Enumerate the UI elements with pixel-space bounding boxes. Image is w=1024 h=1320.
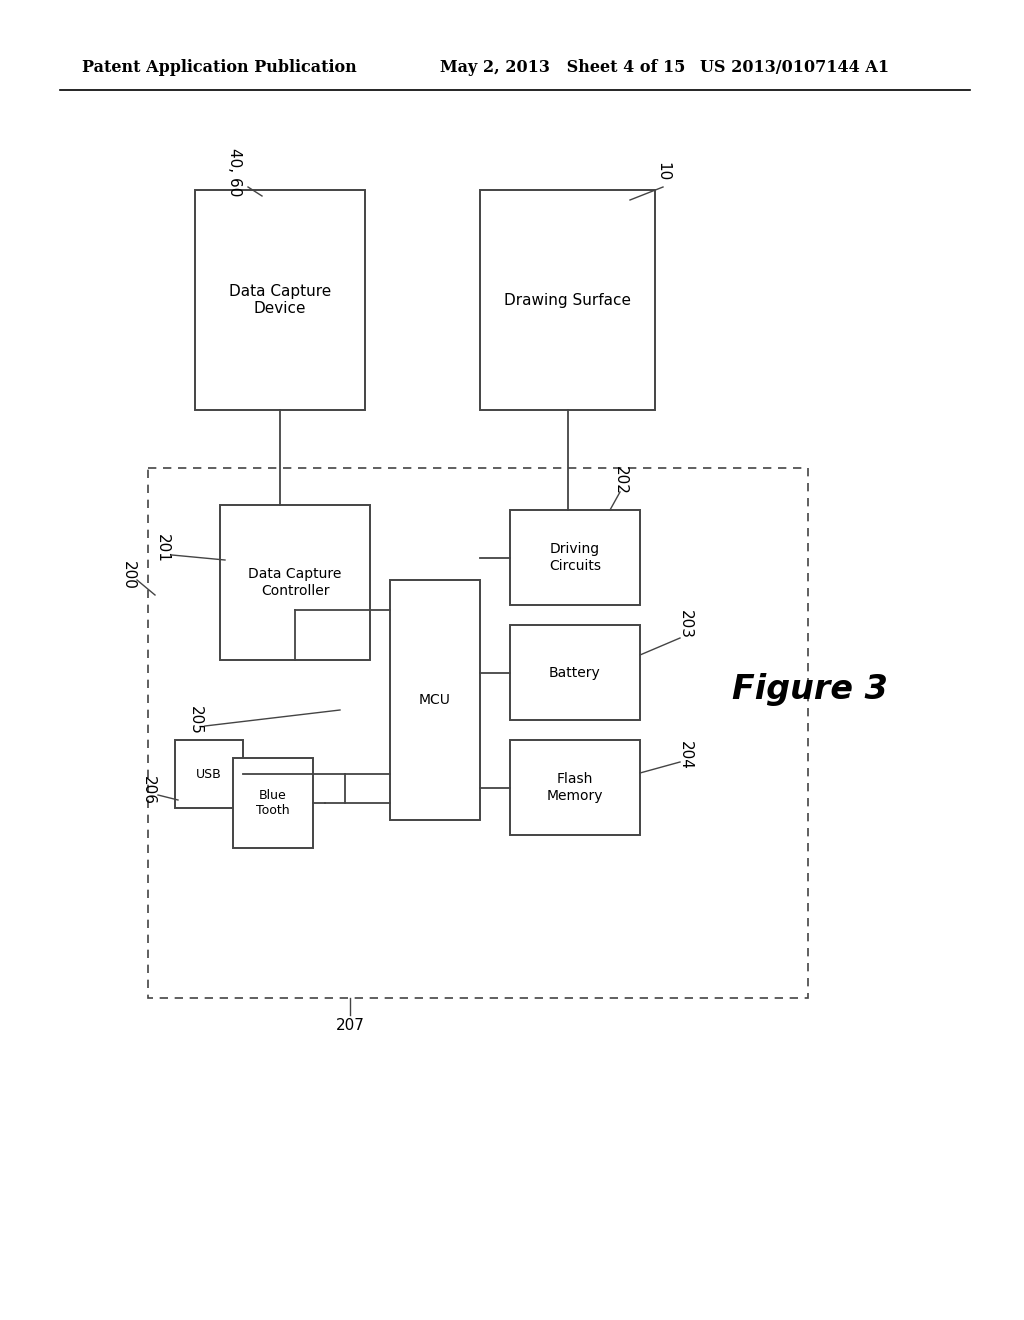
Text: 202: 202: [612, 466, 628, 495]
Bar: [510, 510, 640, 605]
Bar: [510, 741, 640, 836]
Text: US 2013/0107144 A1: US 2013/0107144 A1: [700, 59, 889, 77]
Bar: [220, 506, 370, 660]
Text: Driving
Circuits: Driving Circuits: [549, 543, 601, 573]
Text: 207: 207: [336, 1018, 365, 1032]
Bar: [510, 624, 640, 719]
Text: Data Capture
Controller: Data Capture Controller: [248, 568, 342, 598]
Text: 201: 201: [155, 533, 170, 562]
Text: Flash
Memory: Flash Memory: [547, 772, 603, 803]
Text: 205: 205: [187, 706, 203, 734]
Bar: [480, 190, 655, 411]
Text: Blue
Tooth: Blue Tooth: [256, 789, 290, 817]
Text: 10: 10: [655, 162, 671, 182]
Bar: [233, 758, 313, 847]
Text: Figure 3: Figure 3: [732, 673, 888, 706]
Text: May 2, 2013   Sheet 4 of 15: May 2, 2013 Sheet 4 of 15: [440, 59, 685, 77]
Text: 206: 206: [140, 776, 156, 804]
Text: 204: 204: [678, 741, 692, 770]
Text: USB: USB: [197, 767, 222, 780]
Text: 200: 200: [121, 561, 135, 590]
Bar: [148, 469, 808, 998]
Text: 203: 203: [678, 610, 692, 639]
Text: Data Capture
Device: Data Capture Device: [229, 284, 331, 317]
Text: Battery: Battery: [549, 665, 601, 680]
Text: MCU: MCU: [419, 693, 451, 708]
Bar: [175, 741, 243, 808]
Text: Drawing Surface: Drawing Surface: [504, 293, 631, 308]
Text: 40, 60: 40, 60: [227, 148, 243, 197]
Text: Patent Application Publication: Patent Application Publication: [82, 59, 356, 77]
Bar: [195, 190, 365, 411]
Bar: [390, 579, 480, 820]
